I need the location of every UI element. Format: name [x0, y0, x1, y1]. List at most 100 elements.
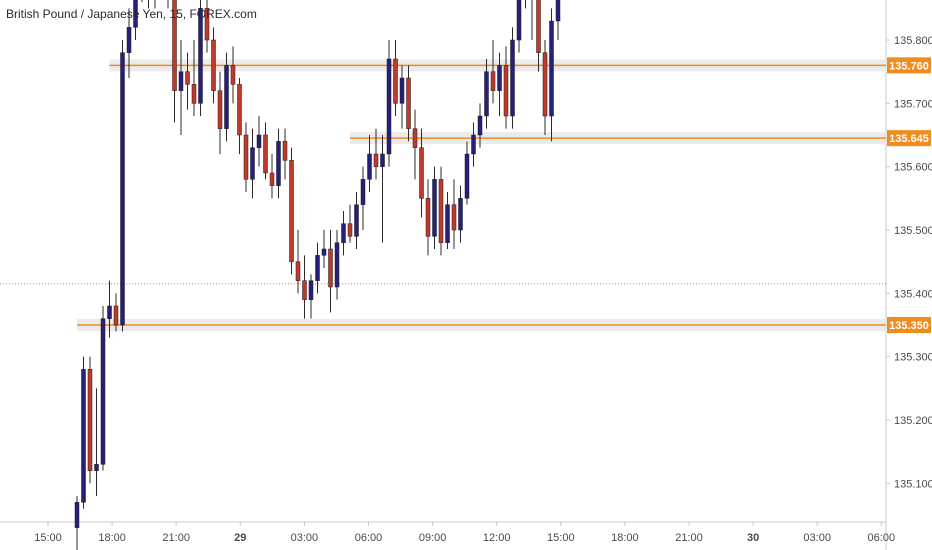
price-tag-box: [887, 57, 931, 74]
candle: [419, 128, 424, 218]
candle: [87, 356, 93, 484]
candle-body: [542, 52, 548, 117]
x-tick-label: 03:00: [803, 532, 831, 544]
candle-body: [451, 204, 457, 231]
candle-body: [399, 77, 405, 104]
candle: [393, 40, 398, 117]
price-tag-label: 135.645: [889, 133, 929, 145]
candle-body: [536, 0, 541, 53]
candle: [484, 59, 489, 129]
candle-body: [120, 52, 125, 326]
candle-body: [94, 464, 99, 471]
candle-body: [425, 198, 431, 237]
candle-body: [263, 134, 268, 174]
candle: [445, 192, 450, 250]
candle-body: [126, 27, 132, 53]
candle-body: [282, 141, 288, 161]
candle: [315, 242, 320, 294]
candle: [510, 27, 515, 129]
x-tick-label: 06:00: [355, 532, 383, 544]
x-tick-label: 18:00: [98, 532, 126, 544]
price-tag-label: 135.350: [889, 320, 929, 332]
candle: [178, 40, 184, 136]
x-tick-label: 03:00: [291, 532, 319, 544]
candle: [113, 293, 119, 332]
candle-body: [81, 369, 86, 503]
x-tick-label: 12:00: [483, 532, 511, 544]
candle: [185, 52, 190, 110]
candle: [224, 52, 229, 142]
candle: [425, 179, 431, 256]
candle-body: [328, 248, 333, 288]
candle-body: [250, 147, 255, 180]
candle-body: [406, 77, 411, 129]
candle-body: [321, 248, 327, 256]
x-tick-label: 15:00: [34, 532, 62, 544]
candle-body: [178, 71, 184, 91]
candle-body: [380, 153, 385, 167]
candle: [555, 0, 561, 41]
price-tag-label: 135.760: [889, 60, 929, 72]
candle: [289, 147, 294, 275]
candle: [380, 135, 385, 243]
candle: [373, 128, 379, 180]
candle: [211, 27, 216, 104]
candle: [107, 280, 112, 338]
candle: [334, 230, 340, 300]
candle: [458, 185, 463, 243]
candle: [204, 0, 210, 53]
candle: [81, 356, 86, 509]
candle-body: [438, 179, 444, 243]
candle: [360, 166, 366, 231]
candle-body: [315, 255, 320, 281]
candle-body: [217, 90, 223, 129]
candle: [438, 166, 444, 256]
candle: [126, 8, 132, 79]
y-tick-label: 135.100: [894, 478, 932, 490]
candle-body: [302, 280, 307, 300]
candle: [74, 496, 80, 550]
candle: [295, 230, 301, 294]
candle-body: [354, 204, 359, 237]
candle-body: [172, 0, 177, 91]
candle-body: [133, 0, 138, 28]
candle: [230, 46, 236, 104]
candle: [198, 0, 203, 117]
candle: [399, 65, 405, 129]
x-tick-label: 06:00: [868, 532, 896, 544]
x-tick-label: 15:00: [547, 532, 575, 544]
candle-body: [347, 223, 353, 237]
y-tick-label: 135.800: [894, 35, 932, 47]
candle-body: [477, 115, 483, 136]
candle: [141, 0, 143, 3]
candle: [263, 122, 268, 180]
candle-body: [367, 153, 372, 180]
candle: [120, 40, 125, 332]
candle: [94, 388, 99, 497]
candle: [464, 141, 470, 205]
candle-body: [549, 20, 554, 117]
candle: [451, 179, 457, 250]
candle: [471, 122, 476, 167]
candle: [321, 230, 327, 269]
candle: [549, 8, 554, 142]
price-tag-box: [887, 130, 931, 147]
candle: [250, 128, 255, 199]
candle-body: [503, 65, 509, 117]
price-tag-level: 135.350: [887, 317, 931, 334]
candle: [432, 166, 437, 250]
candle: [269, 154, 275, 199]
candle: [282, 128, 288, 180]
candle: [276, 128, 281, 199]
candle: [490, 40, 496, 104]
x-tick-label: 21:00: [675, 532, 703, 544]
candle-body: [230, 65, 236, 85]
candle-body: [471, 134, 476, 155]
candle-body: [412, 128, 418, 148]
candle: [531, 0, 533, 41]
candle: [386, 40, 392, 167]
candle: [133, 0, 138, 41]
price-tag-level: 135.645: [887, 130, 931, 147]
candle-body: [432, 179, 437, 237]
